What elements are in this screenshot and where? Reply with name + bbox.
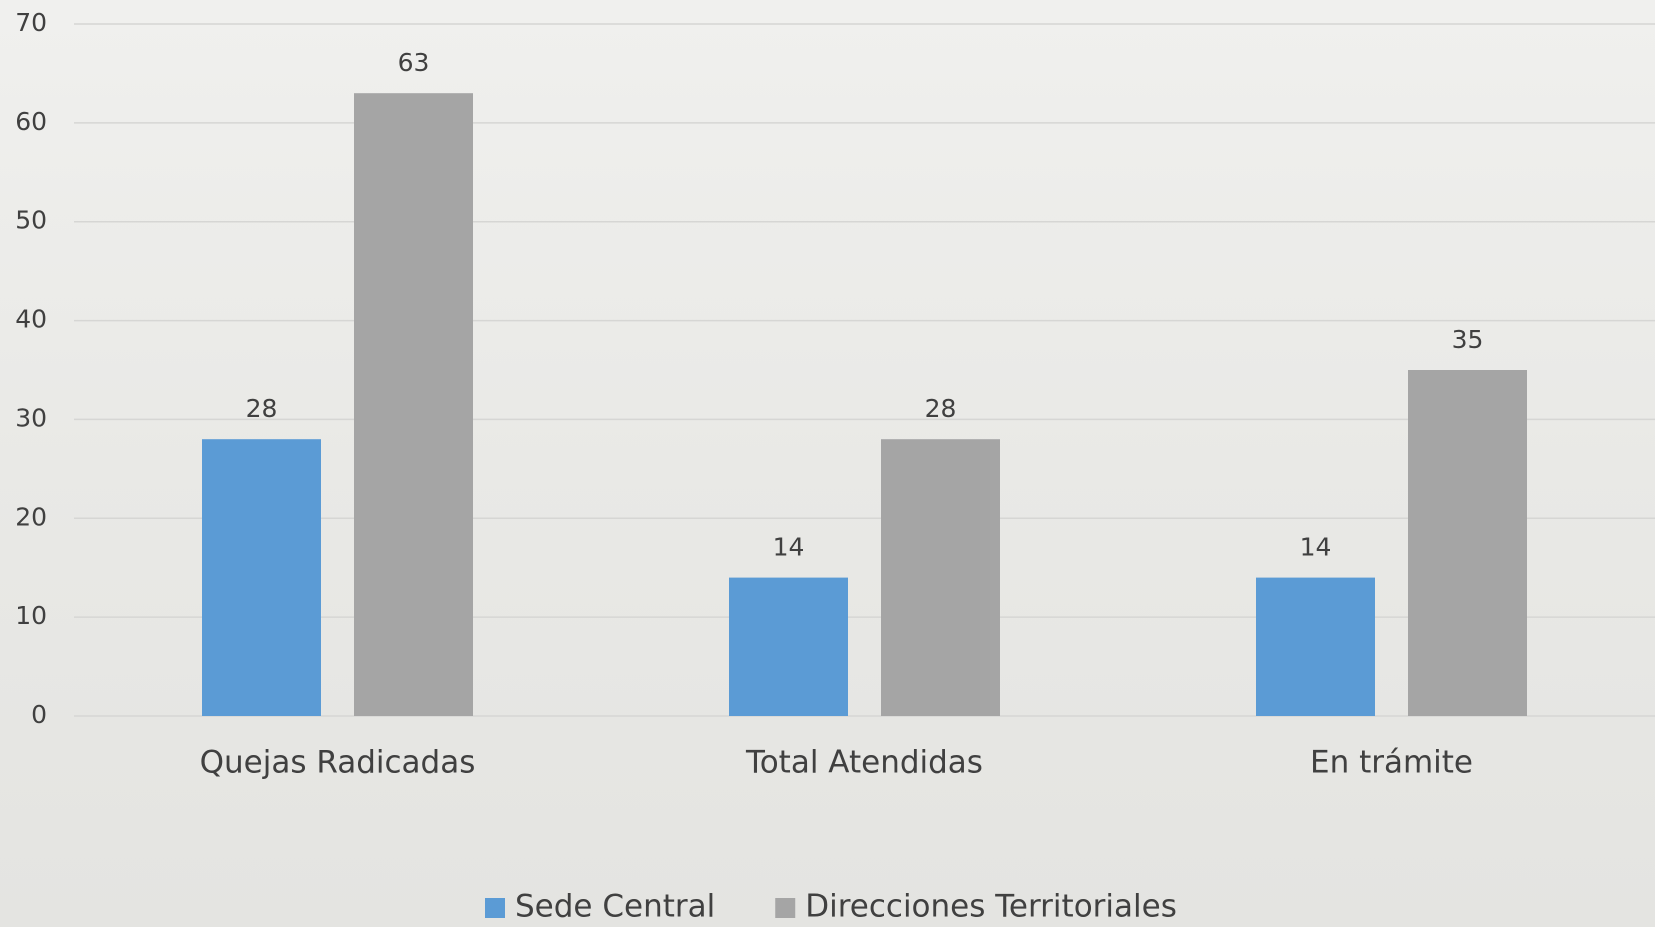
value-label: 28 [925, 394, 957, 423]
legend-label: Sede Central [515, 889, 715, 925]
y-tick-label: 40 [15, 305, 47, 334]
bar [881, 439, 1000, 716]
x-tick-label: Total Atendidas [745, 745, 983, 781]
value-label: 14 [773, 533, 805, 562]
bar [354, 93, 473, 716]
y-tick-label: 60 [15, 107, 47, 136]
legend-swatch [485, 898, 505, 918]
chart: 0 10 20 30 40 50 60 70 Quejas Radicadas 28 63 Total… [0, 0, 1655, 927]
value-label: 35 [1452, 325, 1484, 354]
y-tick-label: 50 [15, 206, 47, 235]
x-tick-label: En trámite [1310, 745, 1473, 781]
y-tick-label: 0 [31, 700, 47, 729]
y-tick-label: 10 [15, 601, 47, 630]
y-tick-label: 30 [15, 403, 47, 432]
bar [202, 439, 321, 716]
page: 0 10 20 30 40 50 60 70 Quejas Radicadas 28 63 Total… [0, 0, 1655, 927]
y-tick-label: 20 [15, 502, 47, 531]
legend-swatch [775, 898, 795, 918]
value-label: 28 [246, 394, 278, 423]
y-tick-label: 70 [15, 8, 47, 37]
bar [729, 578, 848, 716]
value-label: 63 [398, 48, 430, 77]
value-label: 14 [1300, 533, 1332, 562]
bar [1408, 370, 1527, 716]
bar [1256, 578, 1375, 716]
x-tick-label: Quejas Radicadas [200, 745, 476, 781]
legend-label: Direcciones Territoriales [805, 889, 1177, 925]
